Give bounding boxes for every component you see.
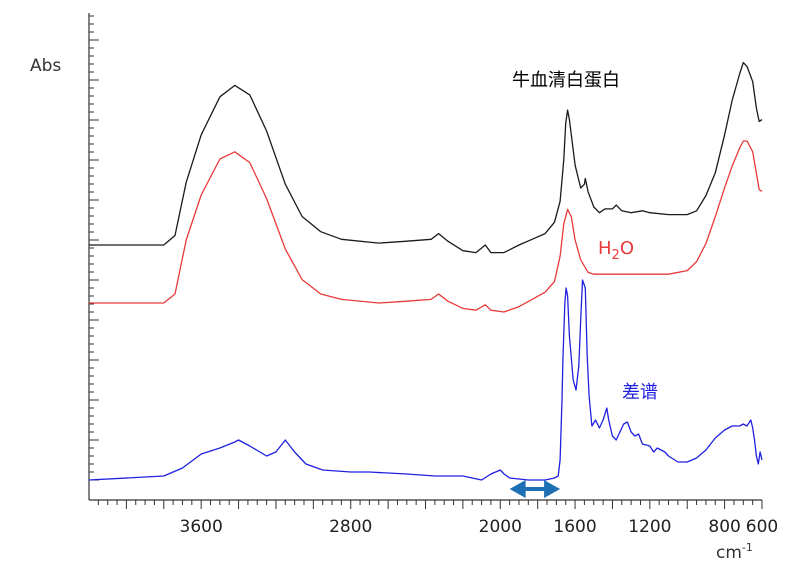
arrow-head-right (544, 480, 561, 498)
series-line-0 (89, 61, 763, 254)
x-axis: 3600 2800 2000 1600 1200 800 600 (89, 499, 778, 537)
x-tick-label: 1600 (553, 517, 596, 537)
x-tick-label: 2800 (329, 517, 372, 537)
y-axis-label: Abs (30, 56, 61, 76)
series-label-diff: 差谱 (622, 382, 658, 403)
x-tick-label: 600 (746, 517, 778, 537)
series-lines (88, 61, 763, 481)
x-tick-label: 800 (708, 517, 740, 537)
arrow-head-left (509, 480, 526, 498)
double-arrow-annotation (509, 480, 561, 498)
x-tick-label: 1200 (628, 517, 671, 537)
series-line-2 (88, 279, 763, 481)
series-label-bsa: 牛血清白蛋白 (512, 70, 620, 91)
x-axis-unit-label: cm-1 (716, 541, 753, 563)
y-axis (88, 13, 99, 500)
series-label-h2o: H2O (598, 238, 634, 263)
x-tick-label: 3600 (180, 517, 223, 537)
series-line-1 (89, 140, 763, 313)
x-tick-label: 2000 (479, 517, 522, 537)
